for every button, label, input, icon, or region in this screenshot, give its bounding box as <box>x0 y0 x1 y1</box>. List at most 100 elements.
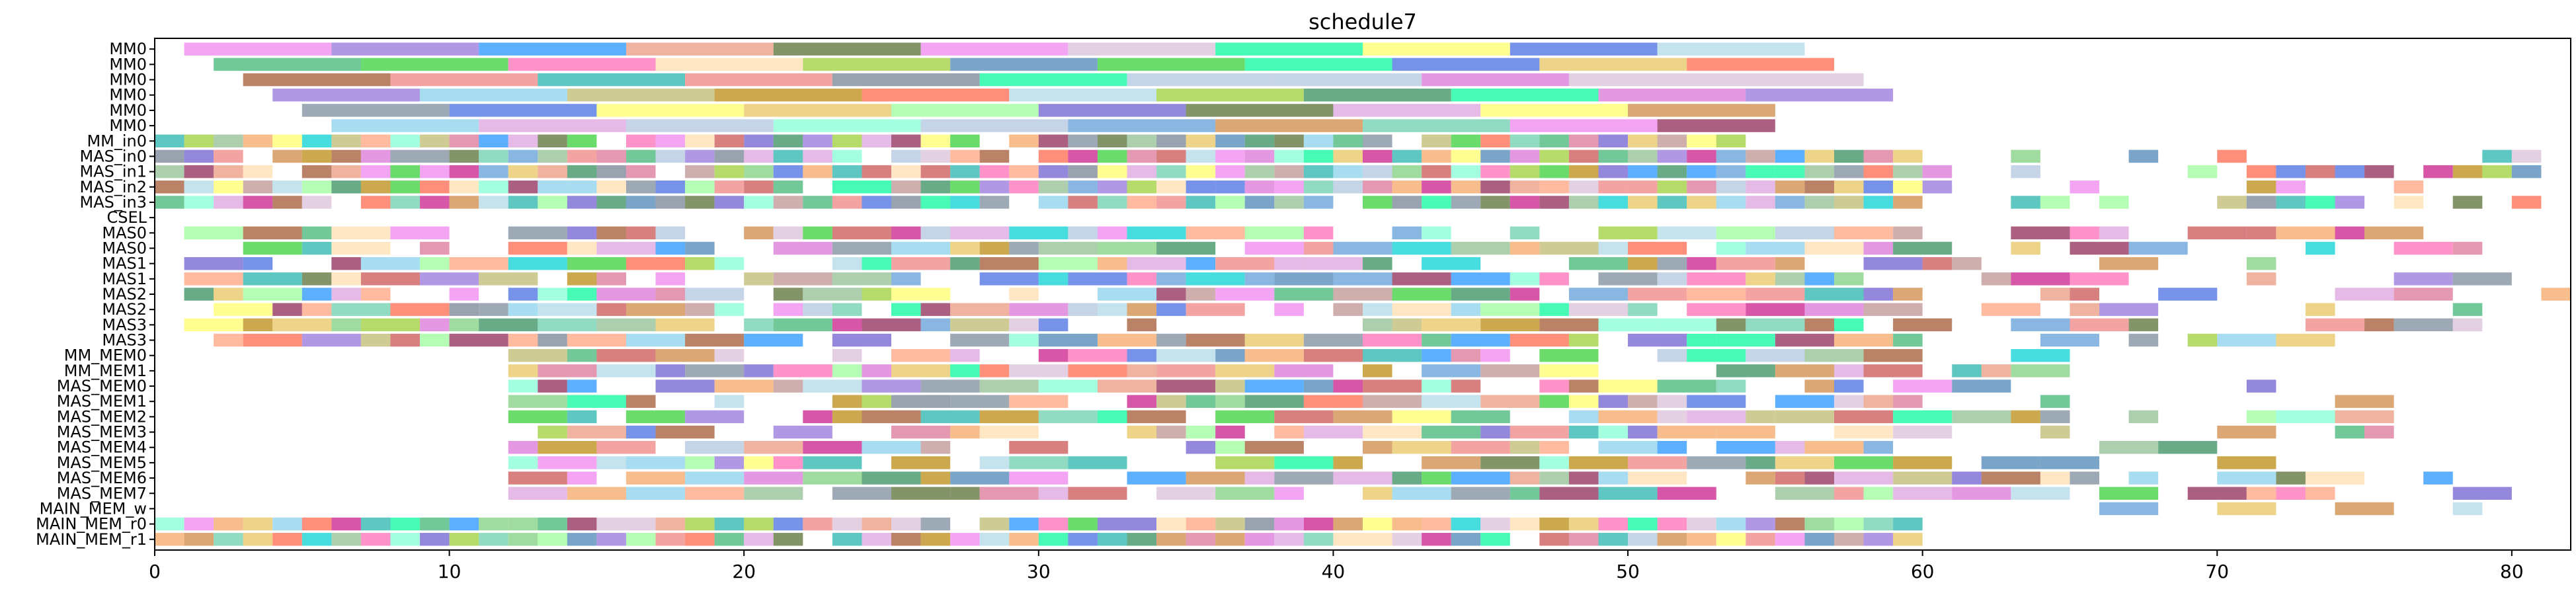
task-bar <box>1186 533 1216 546</box>
task-bar <box>1244 517 1275 531</box>
task-bar <box>685 241 715 255</box>
task-bar <box>567 180 597 194</box>
task-bar <box>1775 257 1805 270</box>
task-bar <box>920 379 980 393</box>
y-tick-label: MAS0 <box>102 223 147 242</box>
task-bar <box>1775 196 1805 209</box>
task-bar <box>1244 180 1275 194</box>
task-bar <box>1038 379 1098 393</box>
task-bar <box>508 441 538 454</box>
task-bar <box>1422 149 1451 163</box>
task-bar <box>479 42 626 56</box>
task-bar <box>1598 165 1629 178</box>
task-bar <box>1716 196 1746 209</box>
y-tick-label: MAIN_MEM_r0 <box>36 515 147 534</box>
task-bar <box>1657 165 1687 178</box>
task-bar <box>685 73 832 87</box>
task-bar <box>1746 241 1805 255</box>
task-bar <box>1746 533 1775 546</box>
task-bar <box>1716 517 1746 531</box>
task-bar <box>1392 165 1422 178</box>
task-bar <box>1598 196 1629 209</box>
task-bar <box>1716 333 1775 347</box>
task-bar <box>420 241 450 255</box>
task-bar <box>655 318 715 332</box>
task-bar <box>508 410 567 424</box>
task-bar <box>832 348 862 362</box>
task-bar <box>1687 272 1746 286</box>
task-bar <box>1451 180 1481 194</box>
task-bar <box>685 517 715 531</box>
y-tick-label: MAS1 <box>102 255 147 273</box>
task-bar <box>773 288 803 301</box>
task-bar <box>1215 134 1245 147</box>
task-bar <box>1863 303 1923 316</box>
task-bar <box>567 395 626 408</box>
task-bar <box>1422 196 1451 209</box>
task-bar <box>1716 226 1775 240</box>
task-bar <box>214 58 361 71</box>
task-bar <box>2394 180 2424 194</box>
task-bar <box>1598 410 1658 424</box>
task-bar <box>2070 226 2100 240</box>
task-bar <box>1981 471 2040 485</box>
task-bar <box>1156 425 1186 439</box>
task-bar <box>302 104 450 117</box>
task-bar <box>1215 257 1275 270</box>
task-bar <box>508 395 567 408</box>
task-bar <box>1833 471 1894 485</box>
task-bar <box>184 272 243 286</box>
task-bar <box>1568 379 1599 393</box>
task-bar <box>862 257 892 270</box>
task-bar <box>1952 364 1982 377</box>
task-bar <box>1422 395 1481 408</box>
task-bar <box>625 180 656 194</box>
task-bar <box>2335 288 2394 301</box>
task-bar <box>950 257 980 270</box>
task-bar <box>714 180 745 194</box>
task-bar <box>920 318 951 332</box>
task-bar <box>1480 196 1510 209</box>
task-bar <box>1303 395 1363 408</box>
task-bar <box>714 395 745 408</box>
task-bar <box>1186 272 1245 286</box>
task-bar <box>891 487 951 500</box>
task-bar <box>2423 471 2453 485</box>
task-bar <box>2452 502 2483 516</box>
task-bar <box>1981 456 2040 469</box>
task-bar <box>1009 180 1039 194</box>
task-bar <box>1244 165 1275 178</box>
task-bar <box>1833 410 1894 424</box>
task-bar <box>1156 303 1186 316</box>
task-bar <box>862 134 892 147</box>
task-bar <box>1274 272 1334 286</box>
task-bar <box>2276 487 2306 500</box>
task-bar <box>1068 517 1098 531</box>
y-tick-label: MAS_MEM6 <box>57 469 147 487</box>
task-bar <box>1303 134 1334 147</box>
task-bar <box>1598 134 1629 147</box>
task-bar <box>625 149 656 163</box>
task-bar <box>2335 226 2365 240</box>
task-bar <box>1303 180 1334 194</box>
task-bar <box>420 180 450 194</box>
task-bar <box>832 318 862 332</box>
task-bar <box>832 134 862 147</box>
task-bar <box>420 533 450 546</box>
task-bar <box>655 58 803 71</box>
task-bar <box>1539 487 1599 500</box>
task-bar <box>155 533 184 546</box>
task-bar <box>685 257 715 270</box>
task-bar <box>1687 533 1716 546</box>
task-bar <box>1392 318 1422 332</box>
task-bar <box>1009 441 1068 454</box>
task-bar <box>1068 180 1098 194</box>
y-tick-label: MAIN_MEM_r1 <box>36 530 147 549</box>
task-bar <box>1716 441 1775 454</box>
task-bar <box>773 149 803 163</box>
task-bar <box>1687 288 1746 301</box>
task-bar <box>1628 303 1658 316</box>
task-bar <box>1333 288 1392 301</box>
task-bar <box>1480 104 1629 117</box>
task-bar <box>891 134 921 147</box>
